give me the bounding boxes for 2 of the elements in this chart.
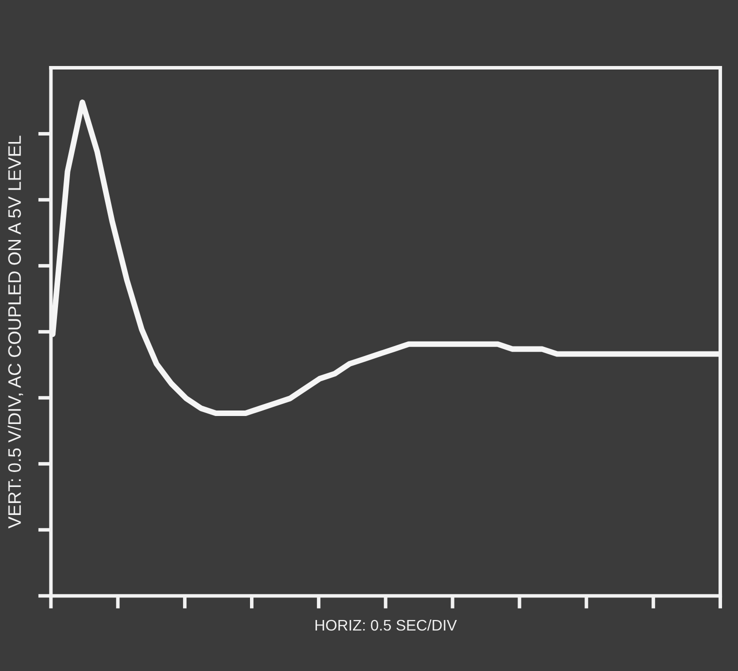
x-axis-title: HORIZ: 0.5 SEC/DIV — [316, 619, 457, 631]
y-axis-title: VERT: 0.5 V/DIV, AC COUPLED ON A 5V LEVEL — [8, 136, 24, 528]
